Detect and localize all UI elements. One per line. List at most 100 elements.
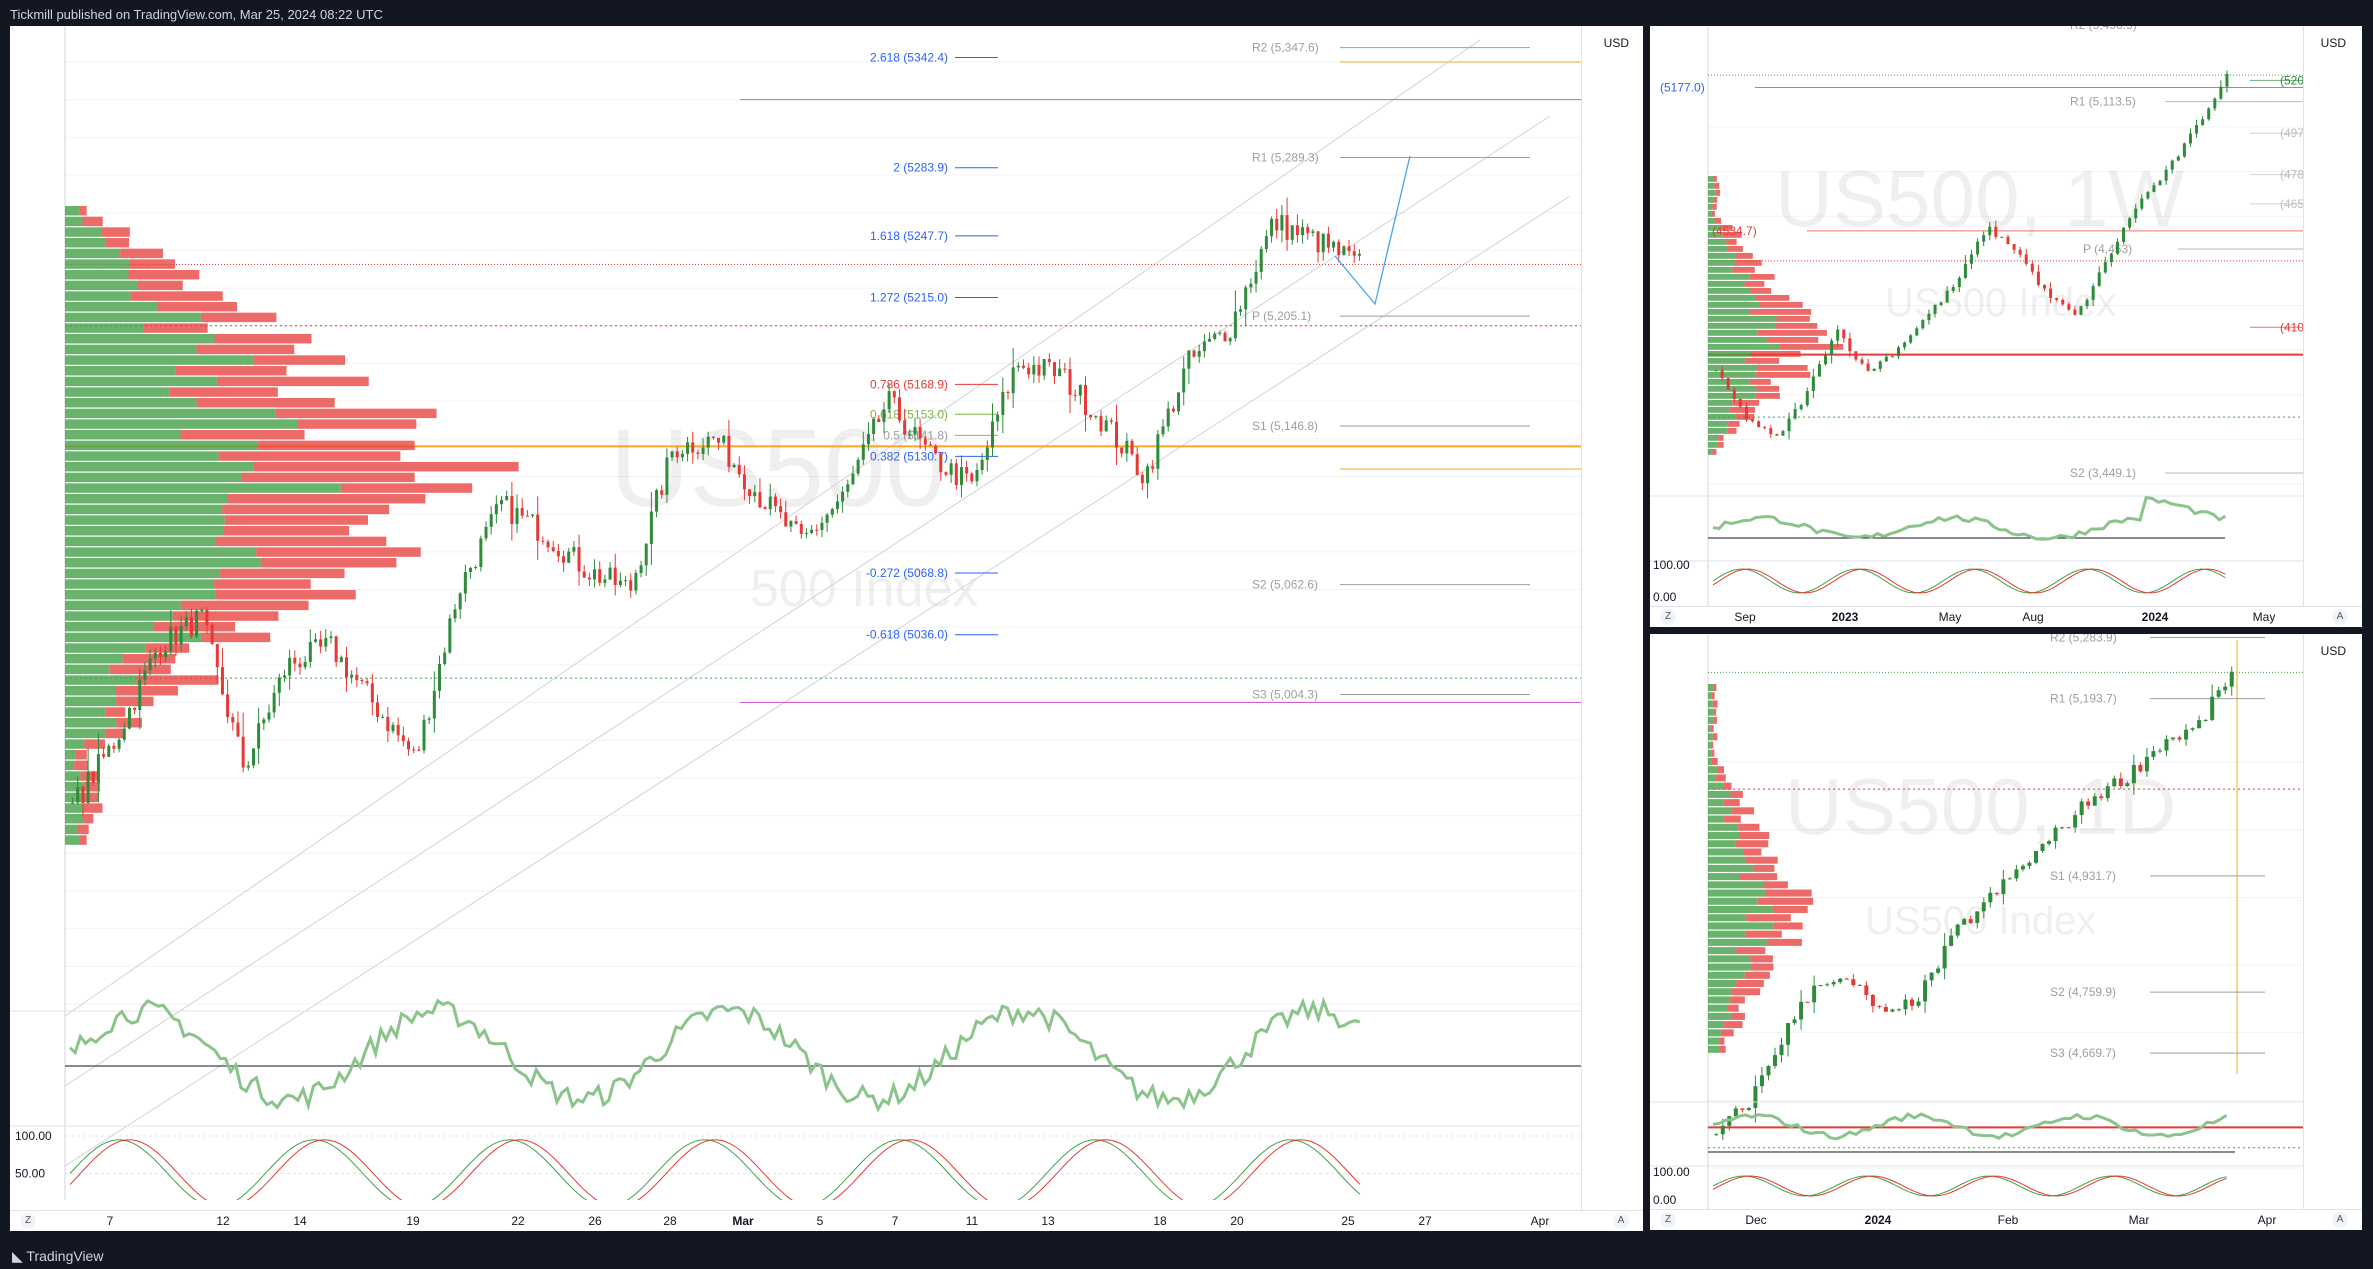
weekly-candle [1805, 391, 1809, 406]
main-candle [1280, 215, 1284, 231]
weekly-candle [1848, 338, 1852, 352]
main-vp-sell [175, 366, 287, 376]
weekly-candle [2115, 241, 2119, 254]
main-candle [830, 509, 834, 515]
daily-candle [1792, 1019, 1797, 1024]
weekly-chart-panel[interactable]: 5000.04800.04600.04400.04200.04000.03800… [1650, 26, 2362, 627]
daily-candle [2138, 764, 2143, 772]
weekly-vp-sell [1750, 351, 1801, 357]
weekly-vp-sell [1749, 309, 1812, 315]
weekly-vp-buy [1708, 218, 1715, 224]
weekly-vp-buy [1708, 428, 1728, 434]
auto-scale-button[interactable]: A [2332, 1212, 2348, 1228]
main-candle [148, 658, 152, 671]
weekly-candle [1884, 356, 1888, 362]
main-candle [680, 453, 684, 458]
weekly-candle [1757, 421, 1761, 428]
main-candle [1156, 434, 1160, 469]
daily-vp-sell [1738, 823, 1760, 831]
daily-price-chart[interactable]: 5100.05000.04900.04800.04700.04600.04500… [1650, 634, 2362, 1209]
weekly-vp-buy [1708, 204, 1713, 210]
tradingview-logo[interactable]: ◣ TradingView [12, 1248, 103, 1265]
weekly-vp-sell [1712, 449, 1717, 455]
main-candle [1125, 440, 1129, 454]
main-candle [200, 610, 204, 612]
main-vp-buy [65, 408, 276, 419]
time-tick-label: May [2252, 610, 2276, 624]
daily-candle [1988, 892, 1993, 903]
weekly-candle [2170, 160, 2174, 170]
daily-vp-sell [1727, 1004, 1739, 1012]
stoch-d-line [69, 1139, 1361, 1200]
daily-chart-panel[interactable]: 5100.05000.04900.04800.04700.04600.04500… [1650, 634, 2362, 1230]
main-candle [546, 541, 550, 548]
time-tick-label: 2023 [1831, 610, 1859, 624]
main-candle [1058, 368, 1062, 377]
daily-vp-sell [1736, 980, 1764, 988]
weekly-candle [2213, 98, 2217, 109]
daily-candle [1870, 994, 1875, 1007]
main-candle [334, 636, 338, 663]
daily-candle [1844, 978, 1849, 980]
weekly-vp-buy [1708, 274, 1750, 280]
main-vp-sell [224, 515, 368, 525]
weekly-candle [2091, 286, 2095, 300]
daily-price-scale[interactable]: USD [2303, 634, 2362, 1230]
daily-vp-sell [1720, 1029, 1734, 1037]
main-candle [954, 463, 958, 486]
time-tick-label: 25 [1341, 1214, 1355, 1228]
daily-candle [1975, 911, 1980, 923]
weekly-time-axis[interactable]: Sep 2023 May Aug 2024 May Z A [1650, 606, 2362, 627]
weekly-vp-sell [1776, 316, 1810, 322]
weekly-vp-buy [1708, 386, 1757, 392]
main-candle [344, 657, 348, 678]
main-vp-sell [75, 750, 87, 760]
daily-candle [2027, 862, 2032, 866]
daily-candle [2092, 796, 2097, 806]
level-label: P (4,453) [2083, 242, 2132, 256]
time-tick-label: 7 [891, 1214, 899, 1228]
weekly-candle [1866, 363, 1870, 371]
main-price-chart[interactable]: 5340.05320.05300.05280.05260.05240.05220… [10, 26, 1643, 1200]
fib-level-label: 1.618 (5247.7) [870, 229, 948, 243]
main-candle [329, 636, 333, 639]
main-vp-buy [65, 504, 223, 515]
weekly-candle [2042, 284, 2046, 289]
time-tick-label: Aug [2022, 610, 2044, 624]
auto-scale-button[interactable]: A [2332, 609, 2348, 625]
main-chart-panel[interactable]: 5340.05320.05300.05280.05260.05240.05220… [10, 26, 1643, 1231]
scale-mode-button[interactable]: Z [1660, 1212, 1676, 1228]
main-vp-sell [227, 494, 426, 504]
weekly-candle [1988, 226, 1992, 236]
stoch-tick-label: 0.00 [1653, 1193, 1677, 1207]
daily-vp-sell [1772, 906, 1808, 914]
main-time-axis[interactable]: 7 12 14 19 22 26 28 Mar 5 7 11 13 18 20 25 27 Apr Z A [10, 1210, 1643, 1231]
weekly-price-scale[interactable]: USD [2303, 26, 2362, 627]
main-vp-sell [109, 664, 171, 675]
weekly-price-chart[interactable]: 5000.04800.04600.04400.04200.04000.03800… [1650, 26, 2362, 606]
scale-mode-button[interactable]: Z [20, 1213, 36, 1229]
daily-vp-sell [1716, 766, 1725, 774]
main-candle [1270, 218, 1274, 237]
main-vp-sell [116, 696, 154, 707]
auto-scale-button[interactable]: A [1613, 1213, 1629, 1229]
main-candle [649, 511, 653, 544]
daily-vp-sell [1731, 1012, 1745, 1020]
weekly-vp-sell [1775, 323, 1818, 329]
main-vp-sell [218, 451, 401, 461]
daily-candle [2171, 737, 2176, 740]
pivot-label: R2 (5,283.9) [2050, 634, 2117, 645]
main-candle [288, 657, 292, 676]
weekly-candle [2024, 254, 2028, 264]
daily-candle [2223, 686, 2228, 691]
subtitle-watermark: 500 Index [750, 560, 978, 618]
main-candle [1099, 415, 1103, 432]
scale-mode-button[interactable]: Z [1660, 609, 1676, 625]
main-price-scale[interactable]: USD [1581, 26, 1643, 1230]
time-tick-label: Apr [2257, 1213, 2277, 1227]
weekly-candle [1878, 361, 1882, 369]
daily-vp-sell [1739, 873, 1778, 881]
daily-time-axis[interactable]: Dec 2024 Feb Mar Apr Z A [1650, 1209, 2362, 1230]
weekly-candle [2085, 299, 2089, 307]
main-vp-buy [65, 643, 146, 653]
